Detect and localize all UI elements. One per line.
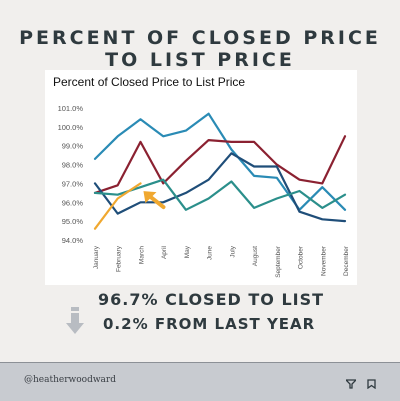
x-tick-label: September (275, 245, 282, 278)
series-line-1 (93, 112, 347, 211)
footer-icons (340, 374, 376, 393)
x-tick-label: June (207, 246, 214, 260)
y-tick-label: 101.0% (58, 104, 84, 113)
series-line-2 (93, 135, 347, 195)
y-tick-label: 100.0% (58, 123, 84, 132)
x-tick-label: April (161, 245, 168, 259)
x-tick-label: July (229, 245, 236, 257)
x-tick-label: January (93, 245, 100, 269)
y-tick-label: 95.0% (62, 217, 84, 226)
series-line-3 (93, 152, 347, 223)
headline-line-1: PERCENT OF CLOSED PRICE (19, 27, 381, 49)
series-line-5 (93, 182, 142, 230)
x-tick-label: November (320, 245, 327, 276)
y-tick-label: 96.0% (62, 198, 84, 207)
bookmark-icon[interactable] (367, 374, 376, 393)
filter-icon[interactable] (344, 374, 358, 393)
x-tick-label: August (252, 246, 259, 266)
down-arrow-icon (66, 307, 84, 334)
series-line-4 (93, 178, 347, 211)
closed-to-list-stat: 96.7% CLOSED TO LIST (98, 290, 325, 309)
footer-bar: @heatherwoodward (0, 362, 400, 401)
chart-svg: Percent of Closed Price to List Price 101… (53, 75, 350, 278)
headline-line-2: TO LIST PRICE (105, 49, 295, 71)
annotation-arrow-head (143, 191, 157, 204)
y-tick-label: 94.0% (62, 236, 84, 245)
x-tick-label: December (343, 245, 350, 276)
y-tick-label: 99.0% (62, 142, 84, 151)
annotation-arrow-shaft (147, 194, 166, 210)
x-tick-label: October (298, 245, 305, 269)
line-chart: Percent of Closed Price to List Price 101… (45, 70, 357, 285)
chart-title: Percent of Closed Price to List Price (53, 75, 245, 89)
y-tick-label: 98.0% (62, 161, 84, 170)
y-tick-label: 97.0% (62, 179, 84, 188)
x-tick-label: March (138, 246, 145, 264)
x-tick-label: February (116, 245, 123, 272)
year-change-stat: 0.2% FROM LAST YEAR (103, 315, 316, 333)
x-tick-label: May (184, 245, 191, 258)
account-handle[interactable]: @heatherwoodward (24, 375, 116, 385)
